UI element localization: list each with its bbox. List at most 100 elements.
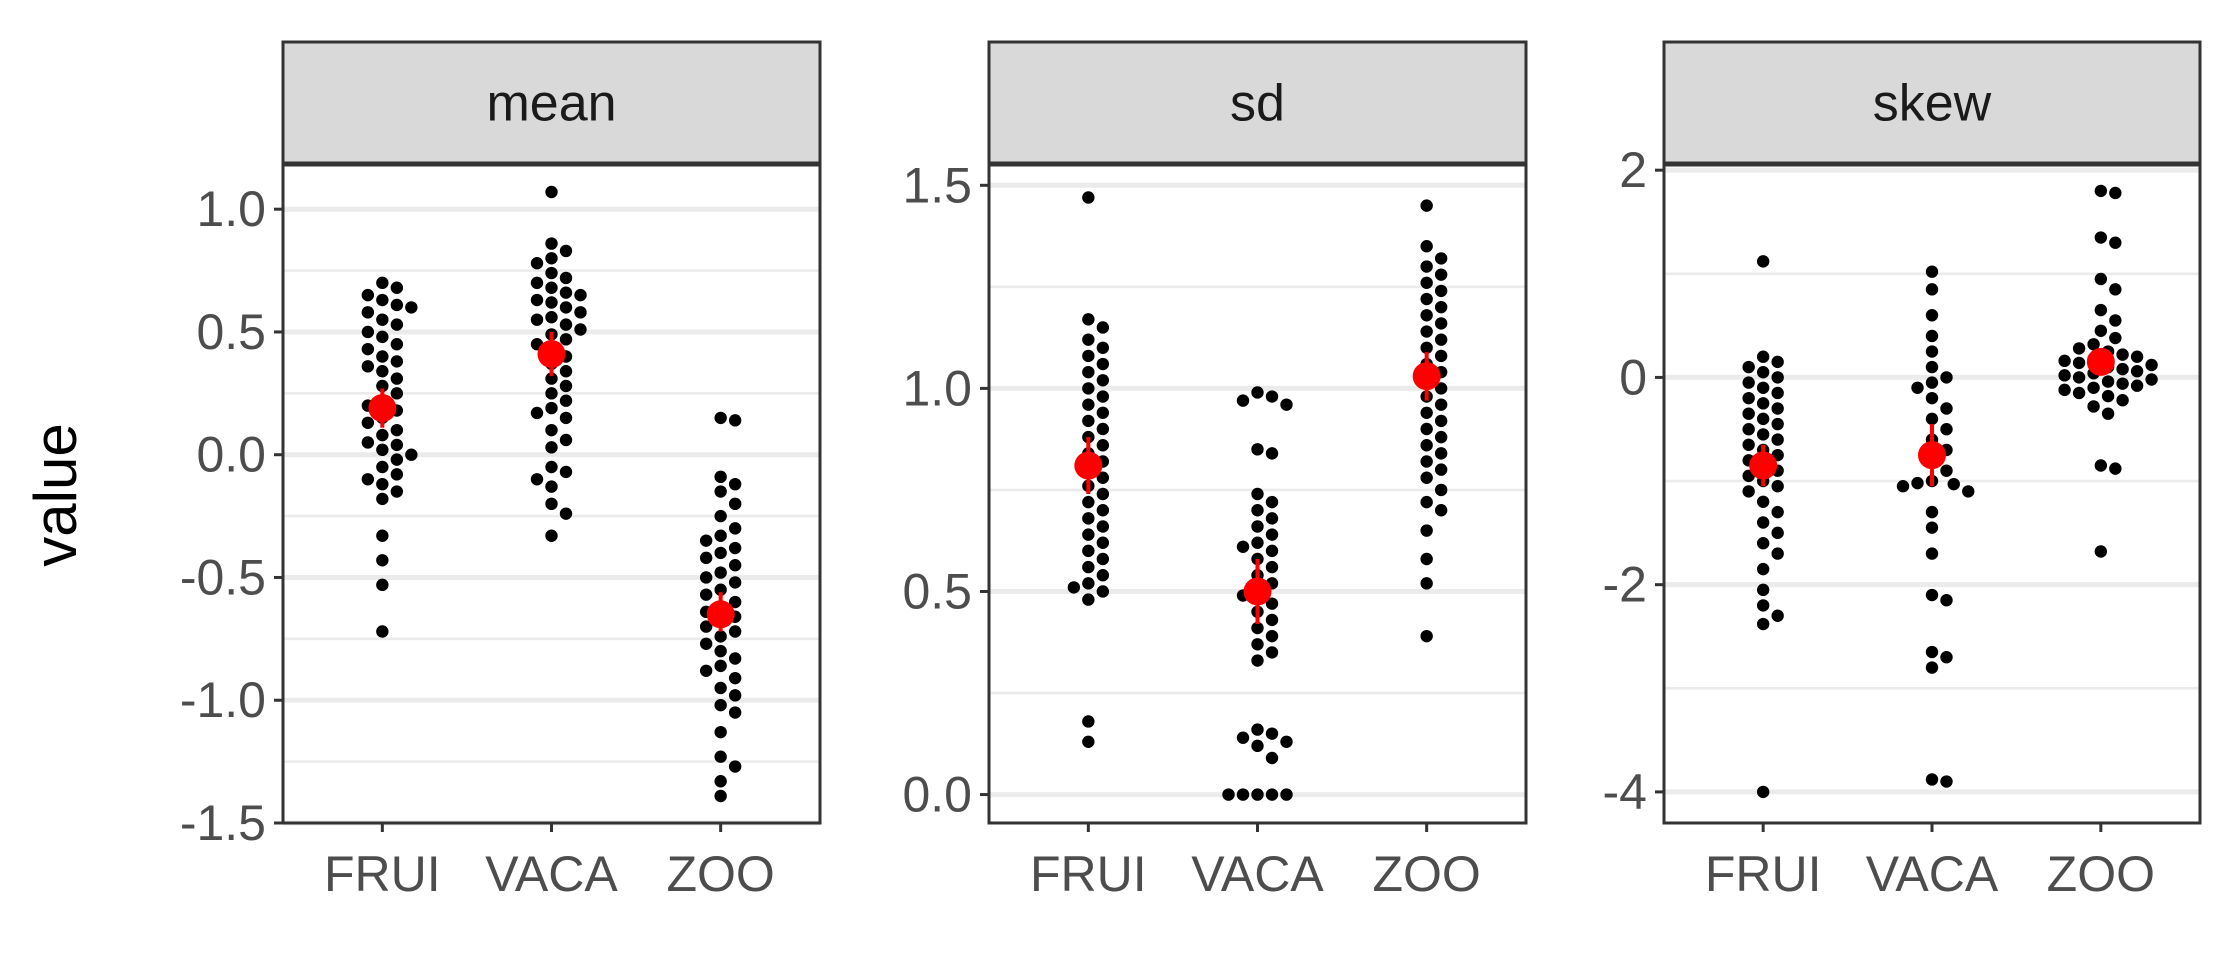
data-point (361, 325, 375, 339)
mean-point (537, 340, 566, 369)
data-point (1265, 560, 1279, 574)
y-axis-title: value (22, 423, 89, 566)
data-point (1771, 480, 1784, 493)
data-point (545, 480, 558, 493)
data-point (1265, 751, 1279, 765)
data-point (545, 423, 558, 437)
data-point (728, 414, 742, 427)
data-point (530, 406, 544, 420)
data-point (1265, 727, 1279, 740)
data-point (559, 365, 573, 378)
data-point (559, 394, 573, 407)
data-point (1756, 562, 1770, 576)
data-point (1251, 520, 1264, 533)
data-point (2058, 354, 2071, 368)
data-point (1082, 593, 1095, 606)
data-point (1082, 382, 1095, 395)
data-point (376, 330, 389, 344)
data-point (545, 296, 558, 309)
group-VACA (530, 185, 587, 542)
data-point (1940, 423, 1953, 436)
data-point (1940, 464, 1953, 477)
data-point (1756, 412, 1770, 426)
data-point (1947, 477, 1960, 491)
data-point (1434, 504, 1448, 517)
data-point (1251, 638, 1264, 651)
data-point (390, 468, 404, 481)
data-point (390, 281, 404, 294)
data-point (376, 379, 389, 393)
data-point (1280, 735, 1293, 748)
x-tick-label: FRUI (1705, 846, 1822, 902)
data-point (1940, 371, 1953, 384)
data-point (361, 342, 375, 356)
data-point (1434, 317, 1448, 330)
mean-point (1749, 451, 1778, 480)
data-point (2101, 375, 2115, 388)
data-point (1082, 191, 1095, 204)
data-point (545, 497, 558, 511)
data-point (699, 664, 713, 677)
data-point (1756, 516, 1770, 529)
data-point (1265, 544, 1279, 558)
data-point (2094, 272, 2108, 286)
data-point (1940, 775, 1953, 788)
data-point (1756, 255, 1770, 268)
data-point (1756, 381, 1770, 394)
data-point (574, 306, 587, 319)
data-point (1420, 199, 1433, 212)
data-point (1911, 381, 1924, 394)
data-point (545, 441, 558, 454)
data-point (376, 313, 389, 326)
data-point (1420, 577, 1433, 590)
data-point (1082, 512, 1095, 525)
data-point (1925, 329, 1939, 343)
group-ZOO (699, 411, 742, 803)
data-point (1925, 505, 1939, 519)
data-point (728, 576, 742, 589)
data-point (361, 288, 375, 302)
data-point (559, 301, 573, 314)
data-point (1082, 577, 1095, 590)
panel-skew: -4 -2 0 2 FRUI VACA ZOO skew (1603, 40, 2202, 902)
facet-strip-label: mean (486, 75, 616, 133)
mean-point (1412, 362, 1441, 391)
data-point (530, 313, 544, 326)
data-point (1925, 773, 1939, 786)
y-tick-label: 0 (1619, 349, 1647, 405)
data-point (1925, 265, 1939, 278)
data-point (1236, 788, 1250, 801)
group-ZOO (1412, 199, 1448, 643)
data-point (1420, 629, 1433, 643)
data-point (2058, 369, 2071, 382)
data-point (1434, 447, 1448, 460)
data-point (1096, 357, 1110, 371)
data-point (2109, 283, 2122, 296)
data-point (1756, 785, 1770, 799)
data-point (390, 318, 404, 331)
y-tick-label: 2 (1619, 142, 1647, 198)
data-point (361, 416, 375, 429)
data-point (390, 485, 404, 498)
x-tick-label: VACA (1191, 846, 1324, 902)
data-point (1925, 645, 1939, 659)
facet-strip-label: skew (1873, 75, 1992, 133)
data-point (1925, 521, 1939, 534)
data-point (1742, 485, 1755, 498)
data-point (1096, 374, 1110, 387)
data-point (714, 659, 727, 673)
data-point (1420, 240, 1433, 253)
data-point (1925, 309, 1939, 322)
data-point (2116, 348, 2129, 361)
data-point (1940, 651, 1953, 664)
data-point (390, 372, 404, 385)
data-point (1096, 569, 1110, 582)
y-tick-label: -1.5 (180, 795, 266, 851)
panel-sd: 0.0 0.5 1.0 1.5 FRUI VACA ZOO sd (902, 40, 1528, 902)
data-point (1962, 485, 1975, 498)
data-point (699, 588, 713, 601)
data-point (376, 492, 389, 506)
data-point (1096, 585, 1110, 598)
data-point (2130, 350, 2144, 363)
group-FRUI (1742, 255, 1784, 799)
